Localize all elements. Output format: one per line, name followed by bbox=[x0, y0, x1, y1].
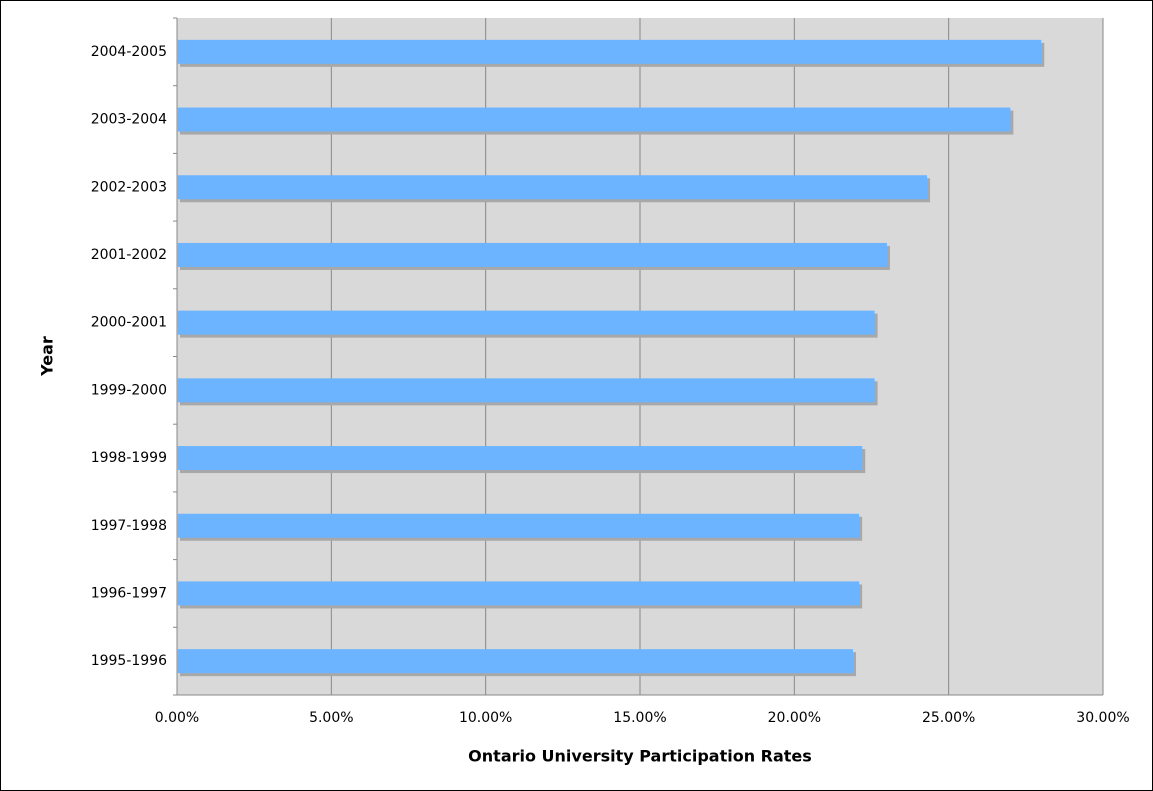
y-tick-label: 2004-2005 bbox=[91, 44, 167, 60]
y-tick-label: 1999-2000 bbox=[91, 382, 167, 398]
x-tick-label: 30.00% bbox=[1076, 710, 1129, 726]
y-tick-label: 1998-1999 bbox=[91, 450, 167, 466]
y-axis-title: Year bbox=[38, 336, 57, 377]
bar bbox=[177, 310, 875, 335]
y-tick-label: 1996-1997 bbox=[91, 585, 167, 601]
y-tick-label: 2000-2001 bbox=[91, 315, 167, 331]
y-tick-label: 2001-2002 bbox=[91, 247, 167, 263]
bar bbox=[177, 107, 1011, 132]
bar bbox=[177, 446, 863, 471]
y-tick-label: 1997-1998 bbox=[91, 518, 167, 534]
x-tick-label: 0.00% bbox=[155, 710, 199, 726]
x-axis-title: Ontario University Participation Rates bbox=[468, 747, 812, 766]
x-tick-label: 25.00% bbox=[922, 710, 975, 726]
bar bbox=[177, 242, 887, 267]
bar bbox=[177, 649, 853, 674]
bar bbox=[177, 39, 1042, 64]
y-tick-label: 2002-2003 bbox=[91, 179, 167, 195]
x-tick-label: 15.00% bbox=[613, 710, 666, 726]
bar bbox=[177, 175, 928, 200]
x-tick-label: 5.00% bbox=[309, 710, 353, 726]
y-tick-label: 2003-2004 bbox=[91, 112, 167, 128]
y-tick-label: 1995-1996 bbox=[91, 653, 167, 669]
x-tick-label: 10.00% bbox=[459, 710, 512, 726]
bar bbox=[177, 513, 860, 538]
bar bbox=[177, 378, 875, 403]
bar bbox=[177, 581, 860, 606]
x-tick-label: 20.00% bbox=[768, 710, 821, 726]
